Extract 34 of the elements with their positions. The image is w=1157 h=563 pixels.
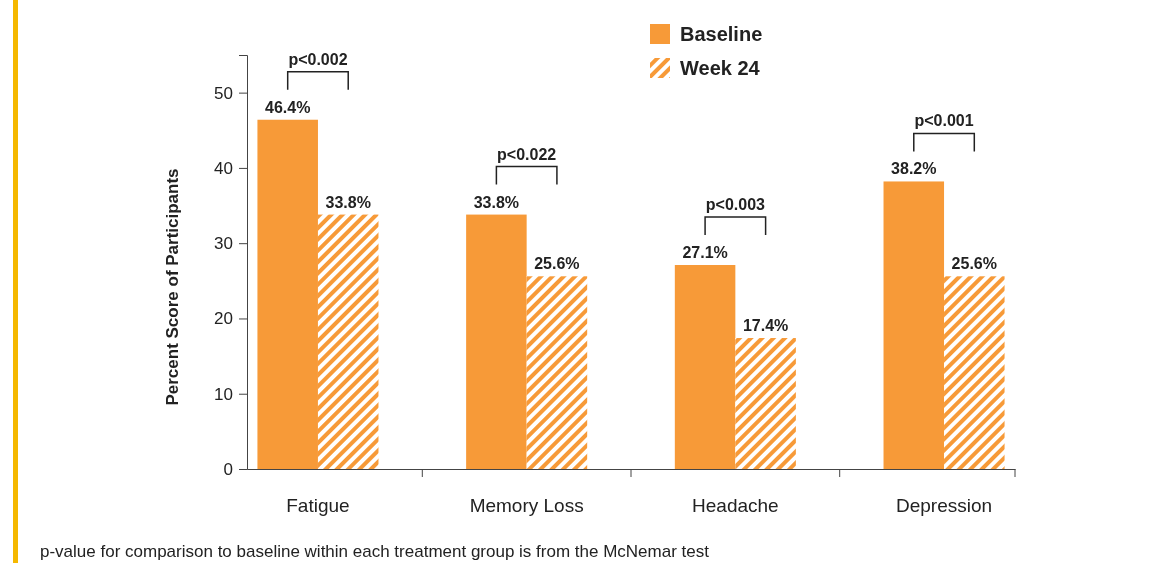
legend-label: Week 24 bbox=[680, 57, 761, 79]
bar bbox=[674, 265, 736, 469]
y-tick-label: 40 bbox=[214, 158, 233, 178]
data-label: 46.4% bbox=[265, 98, 311, 116]
annotation: p<0.002 bbox=[288, 50, 348, 68]
x-tick-label: Headache bbox=[692, 495, 779, 517]
text: p-value for comparison to baseline within each treatment group is from the McNemar test bbox=[40, 542, 710, 561]
data-label: 33.8% bbox=[473, 193, 520, 211]
data-label: 38.2% bbox=[891, 160, 937, 178]
y-tick-label: 10 bbox=[214, 384, 233, 404]
x-tick-label: Memory Loss bbox=[469, 495, 584, 517]
annotation: p<0.003 bbox=[705, 196, 766, 214]
annotation: p<0.022 bbox=[497, 145, 557, 163]
annotation: p<0.001 bbox=[914, 112, 974, 130]
y-tick-label: 30 bbox=[214, 234, 233, 254]
legend-label: Baseline bbox=[680, 23, 763, 45]
y-axis-title: Percent Score of Participants bbox=[163, 168, 182, 406]
bar bbox=[883, 181, 945, 469]
y-tick-label: 20 bbox=[214, 309, 233, 329]
y-tick-label: 0 bbox=[223, 459, 233, 479]
x-tick-label: Fatigue bbox=[286, 495, 350, 517]
bar bbox=[466, 214, 527, 469]
bar bbox=[257, 119, 318, 469]
bar bbox=[944, 276, 1005, 469]
data-label: 17.4% bbox=[742, 317, 789, 335]
data-label: 33.8% bbox=[325, 193, 371, 211]
bar bbox=[735, 338, 796, 469]
bar bbox=[526, 276, 588, 469]
data-label: 25.6% bbox=[951, 255, 997, 273]
x-tick-label: Depression bbox=[895, 495, 993, 517]
bar bbox=[317, 214, 379, 469]
data-label: 25.6% bbox=[534, 255, 580, 273]
data-label: 27.1% bbox=[682, 244, 728, 262]
y-tick-label: 50 bbox=[214, 83, 233, 103]
